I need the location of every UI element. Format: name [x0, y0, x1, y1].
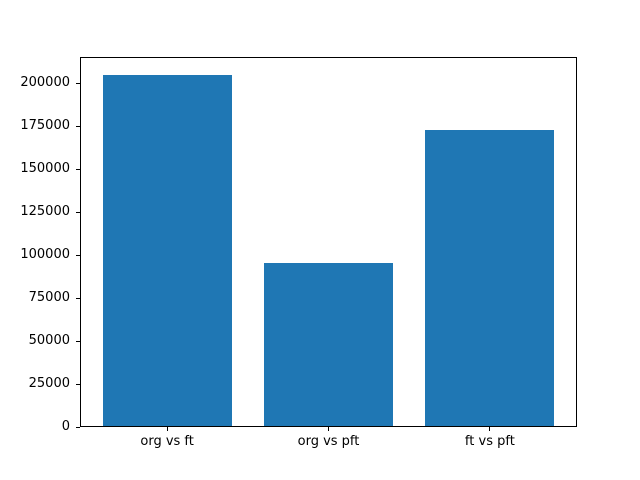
x-tick-mark	[489, 427, 491, 431]
y-tick-mark	[76, 340, 80, 342]
x-tick-mark	[328, 427, 329, 431]
y-tick-label: 150000	[20, 161, 70, 177]
y-tick-label: 125000	[20, 204, 70, 220]
y-tick-mark	[76, 211, 80, 213]
x-tick-label: ft vs pft	[464, 434, 515, 449]
y-tick-label: 100000	[20, 247, 70, 263]
bar-org-vs-pft	[263, 262, 394, 427]
plot-area	[80, 57, 577, 427]
y-tick-mark	[76, 168, 80, 170]
y-tick-label: 175000	[20, 118, 70, 134]
y-tick-label: 75000	[28, 290, 70, 306]
y-tick-mark	[76, 254, 80, 256]
y-tick-mark	[76, 125, 80, 127]
y-tick-mark	[76, 82, 80, 84]
y-tick-label: 25000	[28, 376, 70, 392]
bar-org-vs-ft	[102, 74, 232, 427]
y-tick-label: 50000	[28, 333, 70, 349]
y-tick-label: 200000	[20, 75, 70, 91]
bar-ft-vs-pft	[425, 129, 555, 427]
x-tick-label: org vs pft	[297, 434, 360, 449]
x-tick-mark	[166, 427, 168, 431]
y-tick-label: 0	[61, 419, 70, 434]
y-tick-mark	[76, 383, 80, 385]
y-tick-mark	[76, 426, 80, 428]
x-tick-label: org vs ft	[140, 434, 194, 449]
y-tick-mark	[76, 297, 80, 299]
